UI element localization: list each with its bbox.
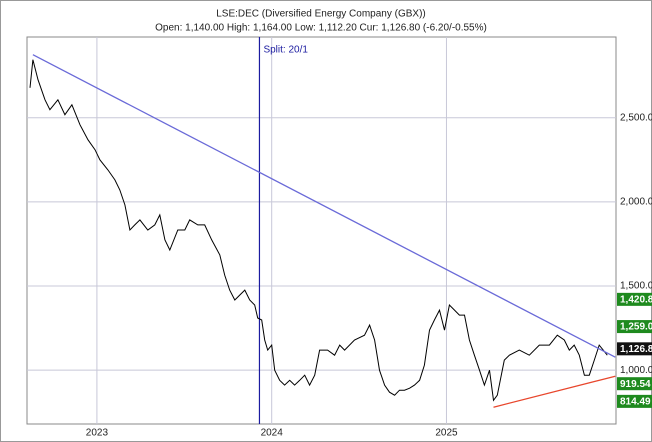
chart-title: LSE:DEC (Diversified Energy Company (GBX… [216,9,426,20]
price-tag-label: 1,259.0 [620,322,652,333]
y-tick-label: 2,500.0 [620,112,652,123]
x-tick-label: 2024 [261,428,284,439]
price-tag-label: 1,126.8 [620,344,652,355]
price-tag [617,377,652,391]
split-label: Split: 20/1 [263,45,308,56]
price-tag [617,320,652,334]
y-tick-label: 1,000.0 [620,365,652,376]
x-tick-label: 2023 [86,428,109,439]
price-tag [617,342,652,356]
price-tag [617,394,652,408]
trend-line [493,375,616,408]
price-tag-label: 1,420.8 [620,294,652,305]
chart-subtitle: Open: 1,140.00 High: 1,164.00 Low: 1,112… [155,23,487,34]
trend-line [32,54,616,358]
price-line [29,59,608,402]
y-tick-label: 1,500.0 [620,281,652,292]
price-tag-label: 919.54 [620,379,651,390]
price-tag-label: 814.49 [620,397,651,408]
y-tick-label: 2,000.0 [620,197,652,208]
plot-area [26,36,617,425]
price-tag [617,292,652,306]
x-tick-label: 2025 [435,428,458,439]
